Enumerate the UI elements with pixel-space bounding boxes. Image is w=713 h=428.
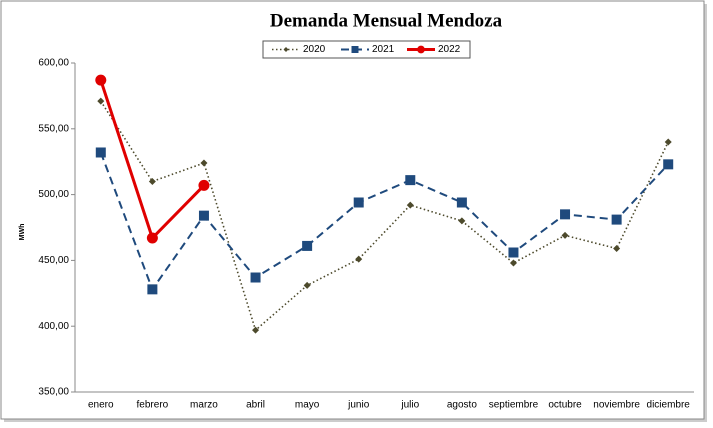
y-axis-label: MWh bbox=[19, 224, 26, 241]
marker bbox=[147, 284, 158, 295]
y-tick-label: 450,00 bbox=[38, 255, 69, 266]
marker bbox=[198, 179, 210, 191]
legend-label: 2020 bbox=[303, 44, 326, 55]
marker bbox=[664, 138, 672, 146]
marker bbox=[613, 245, 621, 253]
x-tick-label: noviembre bbox=[593, 400, 640, 411]
legend-label: 2022 bbox=[438, 44, 461, 55]
marker bbox=[250, 272, 261, 283]
marker bbox=[663, 159, 674, 170]
marker bbox=[283, 47, 289, 52]
marker bbox=[353, 197, 364, 208]
marker bbox=[303, 281, 311, 289]
marker bbox=[302, 240, 313, 251]
y-tick-label: 500,00 bbox=[38, 189, 69, 200]
legend-box bbox=[262, 40, 471, 59]
marker bbox=[456, 197, 467, 208]
marker bbox=[146, 232, 158, 244]
marker bbox=[351, 46, 359, 53]
x-tick-label: agosto bbox=[447, 400, 477, 411]
x-tick-label: diciembre bbox=[647, 400, 691, 411]
x-tick-label: junio bbox=[347, 400, 370, 411]
marker bbox=[148, 177, 156, 185]
marker bbox=[406, 201, 414, 209]
series-line bbox=[100, 100, 669, 332]
marker bbox=[97, 97, 105, 105]
marker bbox=[508, 247, 519, 258]
y-tick-label: 550,00 bbox=[38, 123, 69, 134]
marker bbox=[198, 210, 209, 221]
legend-label: 2021 bbox=[372, 44, 395, 55]
x-tick-label: enero bbox=[88, 400, 114, 411]
marker bbox=[560, 209, 571, 220]
y-tick-label: 600,00 bbox=[38, 58, 69, 69]
x-tick-label: mayo bbox=[295, 400, 320, 411]
marker bbox=[611, 214, 622, 225]
y-tick-label: 400,00 bbox=[38, 321, 69, 332]
marker bbox=[355, 255, 363, 263]
frame bbox=[0, 0, 705, 420]
x-tick-label: abril bbox=[246, 400, 265, 411]
marker bbox=[95, 74, 107, 86]
marker bbox=[509, 259, 517, 267]
marker bbox=[200, 159, 208, 167]
marker bbox=[561, 231, 569, 239]
chart-title: Demanda Mensual Mendoza bbox=[270, 10, 503, 31]
marker bbox=[252, 326, 260, 334]
marker bbox=[458, 217, 466, 225]
series-line bbox=[99, 152, 669, 292]
x-tick-label: febrero bbox=[137, 400, 169, 411]
marker bbox=[417, 45, 425, 54]
x-tick-label: octubre bbox=[548, 400, 582, 411]
y-tick-label: 350,00 bbox=[38, 387, 69, 398]
x-tick-label: julio bbox=[400, 400, 419, 411]
x-tick-label: septiembre bbox=[489, 400, 539, 411]
x-tick-label: marzo bbox=[190, 400, 218, 411]
marker bbox=[95, 147, 106, 158]
marker bbox=[405, 175, 416, 186]
